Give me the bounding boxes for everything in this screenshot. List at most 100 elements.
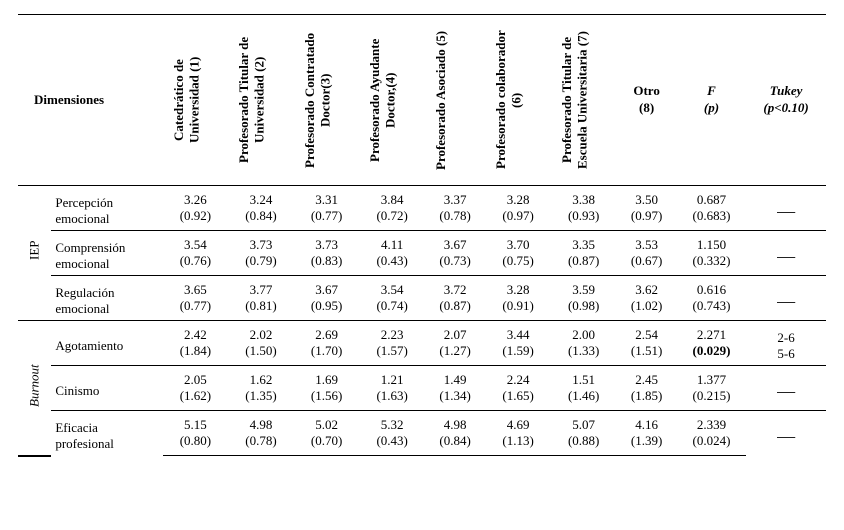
cell-paren: (0.75) [485,253,551,276]
cell-value: 3.65 [163,276,229,299]
cell-value: 3.73 [294,231,360,254]
cell-paren: (1.62) [163,388,229,411]
cell-p: (0.743) [677,298,746,321]
cell-paren: (0.78) [228,433,294,456]
cell-paren: (0.70) [294,433,360,456]
cell-value: 3.77 [228,276,294,299]
col-h6: Profesorado colaborador (6) [485,15,551,186]
data-table: Dimensiones Catedrático de Universidad (… [18,14,826,457]
cell-paren: (0.77) [294,208,360,231]
dimension-label: Percepciónemocional [51,186,162,231]
cell-paren: (0.78) [425,208,485,231]
cell-tukey: — [746,366,826,411]
cell-paren: (0.79) [228,253,294,276]
cell-p: (0.683) [677,208,746,231]
cell-value: 2.54 [616,321,676,344]
cell-paren: (1.13) [485,433,551,456]
cell-value: 3.70 [485,231,551,254]
col-otro: Otro(8) [616,15,676,186]
cell-value: 4.98 [228,411,294,434]
cell-value: 4.16 [616,411,676,434]
cell-tukey: — [746,276,826,321]
cell-tukey: — [746,186,826,231]
cell-value: 3.67 [294,276,360,299]
cell-paren: (0.97) [616,208,676,231]
group-label: IEP [18,186,51,321]
cell-paren: (0.76) [163,253,229,276]
cell-paren: (0.80) [163,433,229,456]
cell-value: 3.38 [551,186,617,209]
cell-paren: (1.59) [485,343,551,366]
cell-paren: (0.83) [294,253,360,276]
cell-value: 3.28 [485,276,551,299]
table-header: Dimensiones Catedrático de Universidad (… [18,15,826,186]
cell-paren: (1.33) [551,343,617,366]
cell-F: 1.377 [677,366,746,389]
cell-value: 3.26 [163,186,229,209]
cell-value: 3.72 [425,276,485,299]
col-h3: Profesorado Contratado Doctor(3) [294,15,360,186]
dimension-label: Eficaciaprofesional [51,411,162,456]
col-h5: Profesorado Asociado (5) [425,15,485,186]
cell-value: 3.73 [228,231,294,254]
cell-value: 5.02 [294,411,360,434]
cell-value: 3.28 [485,186,551,209]
cell-paren: (0.87) [551,253,617,276]
cell-paren: (0.88) [551,433,617,456]
cell-F: 0.616 [677,276,746,299]
cell-paren: (0.95) [294,298,360,321]
cell-paren: (0.67) [616,253,676,276]
cell-p: (0.332) [677,253,746,276]
cell-value: 1.69 [294,366,360,389]
cell-value: 2.05 [163,366,229,389]
cell-value: 5.15 [163,411,229,434]
cell-value: 3.53 [616,231,676,254]
cell-value: 2.42 [163,321,229,344]
dimension-label: Comprensiónemocional [51,231,162,276]
cell-p: (0.215) [677,388,746,411]
col-h2: Profesorado Titular de Universidad (2) [228,15,294,186]
cell-F: 0.687 [677,186,746,209]
col-h1: Catedrático de Universidad (1) [163,15,229,186]
cell-value: 2.23 [359,321,425,344]
cell-paren: (1.63) [359,388,425,411]
col-h7: Profesorado Titular de Escuela Universit… [551,15,617,186]
cell-paren: (1.34) [425,388,485,411]
table-body: IEPPercepciónemocional3.263.243.313.843.… [18,186,826,456]
cell-value: 2.45 [616,366,676,389]
cell-F: 2.339 [677,411,746,434]
cell-value: 2.02 [228,321,294,344]
cell-value: 2.07 [425,321,485,344]
cell-value: 3.59 [551,276,617,299]
cell-paren: (1.27) [425,343,485,366]
dimension-label: Regulaciónemocional [51,276,162,321]
cell-value: 3.31 [294,186,360,209]
cell-paren: (0.81) [228,298,294,321]
cell-value: 2.00 [551,321,617,344]
cell-paren: (0.73) [425,253,485,276]
cell-paren: (1.02) [616,298,676,321]
cell-paren: (0.92) [163,208,229,231]
cell-value: 2.69 [294,321,360,344]
cell-value: 3.37 [425,186,485,209]
col-dimensiones: Dimensiones [18,15,163,186]
cell-value: 1.21 [359,366,425,389]
dimension-label: Agotamiento [51,321,162,366]
cell-value: 4.69 [485,411,551,434]
cell-value: 3.44 [485,321,551,344]
col-h4: Profesorado Ayudante Doctor,(4) [359,15,425,186]
cell-paren: (0.97) [485,208,551,231]
cell-paren: (1.56) [294,388,360,411]
cell-paren: (0.98) [551,298,617,321]
cell-tukey: — [746,231,826,276]
cell-paren: (0.72) [359,208,425,231]
cell-F: 2.271 [677,321,746,344]
cell-value: 5.07 [551,411,617,434]
cell-paren: (0.84) [228,208,294,231]
cell-value: 3.84 [359,186,425,209]
cell-value: 2.24 [485,366,551,389]
cell-value: 1.51 [551,366,617,389]
cell-paren: (1.85) [616,388,676,411]
cell-paren: (0.74) [359,298,425,321]
cell-value: 1.49 [425,366,485,389]
